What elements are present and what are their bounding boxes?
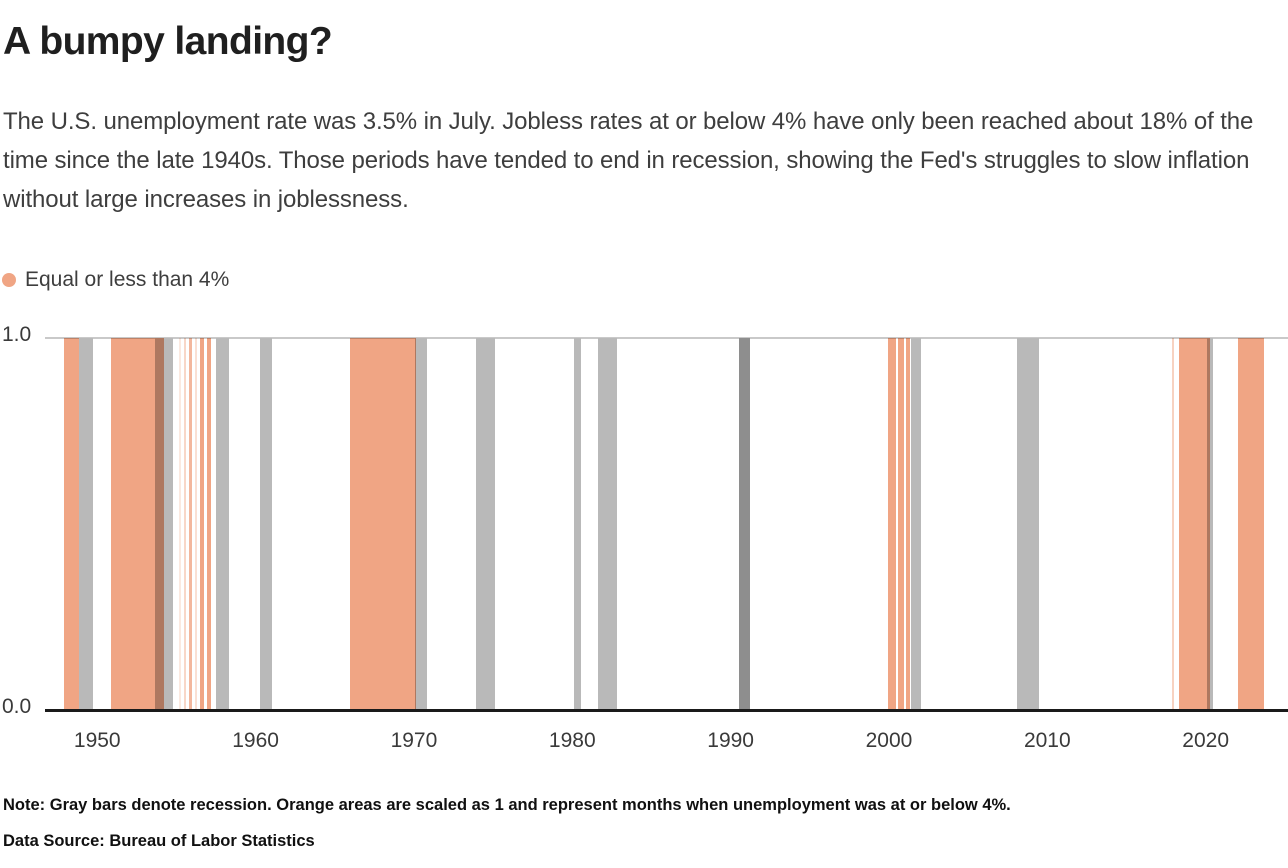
top-gridline <box>45 337 1288 339</box>
legend: Equal or less than 4% <box>2 268 229 292</box>
footnote: Note: Gray bars denote recession. Orange… <box>3 796 1011 814</box>
chart-subtitle: The U.S. unemployment rate was 3.5% in J… <box>3 108 1254 213</box>
page-title: A bumpy landing? <box>3 20 333 63</box>
y-axis-label-min: 0.0 <box>2 695 32 718</box>
below-4pct-bar <box>350 338 417 709</box>
legend-label: Equal or less than 4% <box>25 268 230 291</box>
x-axis-line <box>45 709 1288 712</box>
x-axis-tick-label: 2000 <box>865 729 913 752</box>
x-axis-tick-label: 1980 <box>548 729 596 752</box>
below-4pct-bar <box>1171 338 1174 709</box>
x-axis-tick-label: 1970 <box>390 729 438 752</box>
below-4pct-bar <box>207 338 212 709</box>
below-4pct-bar <box>111 338 165 709</box>
recession-bar <box>79 338 94 709</box>
below-4pct-bar <box>184 338 187 709</box>
below-4pct-bar <box>905 338 910 709</box>
x-axis-tick-label: 1950 <box>73 729 121 752</box>
recession-bar <box>414 338 427 709</box>
below-4pct-bar <box>195 338 198 709</box>
below-4pct-bar <box>1178 338 1211 709</box>
x-axis-tick-label: 1990 <box>707 729 754 752</box>
x-axis-tick-label: 2020 <box>1182 729 1230 752</box>
recession-bar <box>260 338 273 709</box>
recession-bar <box>738 338 751 709</box>
recession-bar <box>1017 338 1039 709</box>
x-axis-tick-label: 1960 <box>232 729 279 752</box>
x-axis-tick-label: 2010 <box>1023 729 1071 752</box>
below-4pct-bar <box>189 338 193 709</box>
legend-dot-icon <box>2 273 16 287</box>
below-4pct-bar <box>1238 338 1265 709</box>
data-source: Data Source: Bureau of Labor Statistics <box>3 832 315 850</box>
y-axis-label-max: 1.0 <box>2 323 32 346</box>
below-4pct-bar <box>887 338 896 709</box>
below-4pct-bar <box>897 338 904 709</box>
recession-bar <box>216 338 229 709</box>
below-4pct-bar <box>200 338 205 709</box>
recession-bar <box>573 338 581 709</box>
below-4pct-bar <box>179 338 182 709</box>
recession-bar <box>476 338 496 709</box>
x-axis-ticks: 1950 1960 1970 1980 1990 2000 2010 2020 <box>45 729 1288 759</box>
plot-area <box>45 337 1288 712</box>
below-4pct-bar <box>64 338 80 709</box>
recession-bar <box>910 338 921 709</box>
recession-bar <box>597 338 618 709</box>
